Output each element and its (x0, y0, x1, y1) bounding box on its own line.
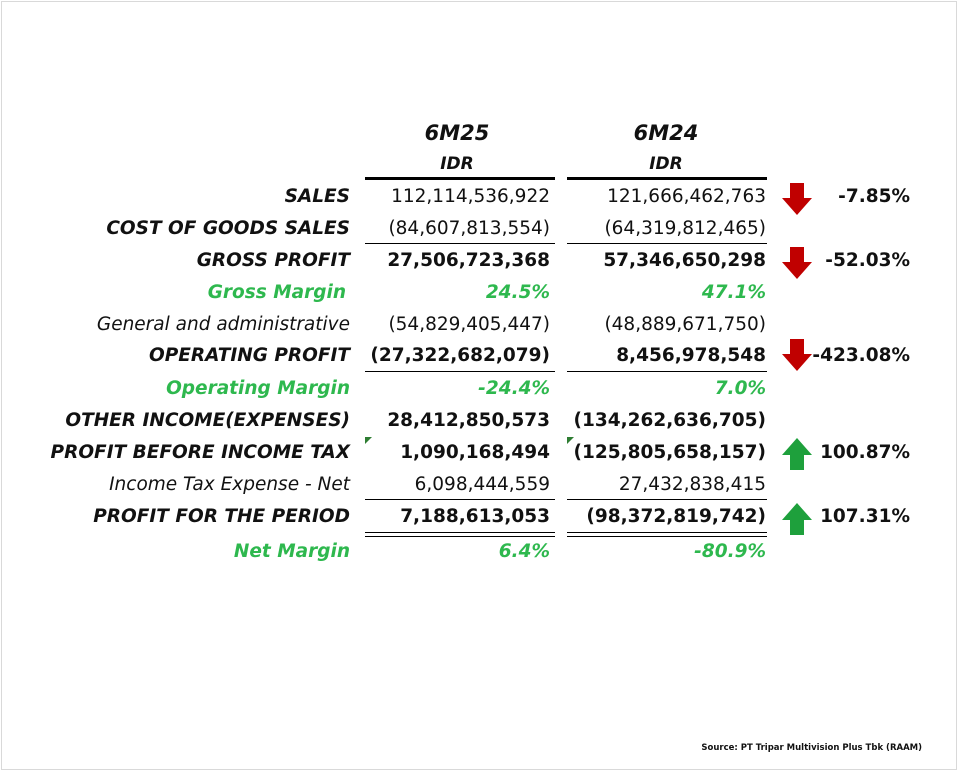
row-general-admin-6m24: (48,889,671,750) (604, 314, 766, 335)
row-operating-margin-6m24: 7.0% (714, 378, 766, 399)
row-label-sales: SALES (284, 186, 350, 207)
row-profit-before-tax-6m24: (125,805,658,157) (573, 442, 766, 463)
col1-title: 6M25 (424, 121, 490, 145)
row-cogs-6m24: (64,319,812,465) (604, 218, 766, 239)
row-label-gross-margin: Gross Margin (207, 282, 346, 303)
row-profit-before-tax-change: 100.87% (820, 442, 910, 463)
row-operating-profit-6m25: (27,322,682,079) (370, 345, 550, 366)
row-sales-6m25: 112,114,536,922 (391, 186, 550, 207)
row-label-cogs: COST OF GOODS SALES (106, 218, 350, 239)
cogs-rule-col2 (567, 243, 767, 244)
row-label-general-admin: General and administrative (96, 314, 350, 335)
row-net-margin-6m25: 6.4% (498, 541, 550, 562)
row-profit-for-period-6m25: 7,188,613,053 (400, 506, 550, 527)
col1-header-rule (365, 177, 555, 180)
arrow-up-icon (782, 438, 812, 470)
row-operating-profit-change: -423.08% (812, 345, 910, 366)
row-label-operating-margin: Operating Margin (166, 378, 350, 399)
row-income-tax-6m24: 27,432,838,415 (618, 474, 766, 495)
row-operating-profit-6m24: 8,456,978,548 (616, 345, 766, 366)
cell-comment-marker (365, 437, 372, 444)
row-label-operating-profit: OPERATING PROFIT (149, 345, 350, 366)
total-double-rule-col2-a (567, 532, 767, 533)
total-double-rule-col1-a (365, 532, 555, 533)
row-gross-profit-6m24: 57,346,650,298 (603, 250, 766, 271)
income-tax-rule-col2 (567, 499, 767, 500)
row-profit-before-tax-6m25: 1,090,168,494 (400, 442, 550, 463)
row-gross-margin-6m25: 24.5% (485, 282, 550, 303)
row-general-admin-6m25: (54,829,405,447) (388, 314, 550, 335)
row-other-income-6m25: 28,412,850,573 (387, 410, 550, 431)
row-profit-for-period-change: 107.31% (820, 506, 910, 527)
row-operating-margin-6m25: -24.4% (478, 378, 550, 399)
row-net-margin-6m24: -80.9% (694, 541, 766, 562)
row-label-other-income: OTHER INCOME(EXPENSES) (65, 410, 350, 431)
row-cogs-6m25: (84,607,813,554) (388, 218, 550, 239)
cell-comment-marker (567, 437, 574, 444)
row-income-tax-6m25: 6,098,444,559 (414, 474, 550, 495)
row-label-profit-for-period: PROFIT FOR THE PERIOD (93, 506, 350, 527)
cogs-rule-col1 (365, 243, 555, 244)
row-label-profit-before-tax: PROFIT BEFORE INCOME TAX (50, 442, 350, 463)
row-sales-change: -7.85% (838, 186, 910, 207)
income-tax-rule-col1 (365, 499, 555, 500)
row-label-net-margin: Net Margin (233, 541, 350, 562)
row-label-gross-profit: GROSS PROFIT (196, 250, 350, 271)
col2-title: 6M24 (633, 121, 699, 145)
col2-header-rule (567, 177, 767, 180)
arrow-down-icon (782, 183, 812, 215)
col2-currency: IDR (649, 154, 683, 174)
total-double-rule-col2-b (567, 536, 767, 537)
row-gross-margin-6m24: 47.1% (701, 282, 766, 303)
operating-rule-col2 (567, 371, 767, 372)
operating-rule-col1 (365, 371, 555, 372)
source-note: Source: PT Tripar Multivision Plus Tbk (… (701, 743, 922, 753)
row-gross-profit-change: -52.03% (825, 250, 910, 271)
row-profit-for-period-6m24: (98,372,819,742) (586, 506, 766, 527)
row-gross-profit-6m25: 27,506,723,368 (387, 250, 550, 271)
arrow-down-icon (782, 247, 812, 279)
row-other-income-6m24: (134,262,636,705) (573, 410, 766, 431)
arrow-down-icon (782, 339, 812, 371)
total-double-rule-col1-b (365, 536, 555, 537)
row-label-income-tax: Income Tax Expense - Net (109, 474, 350, 495)
row-sales-6m24: 121,666,462,763 (607, 186, 766, 207)
col1-currency: IDR (440, 154, 474, 174)
arrow-up-icon (782, 503, 812, 535)
